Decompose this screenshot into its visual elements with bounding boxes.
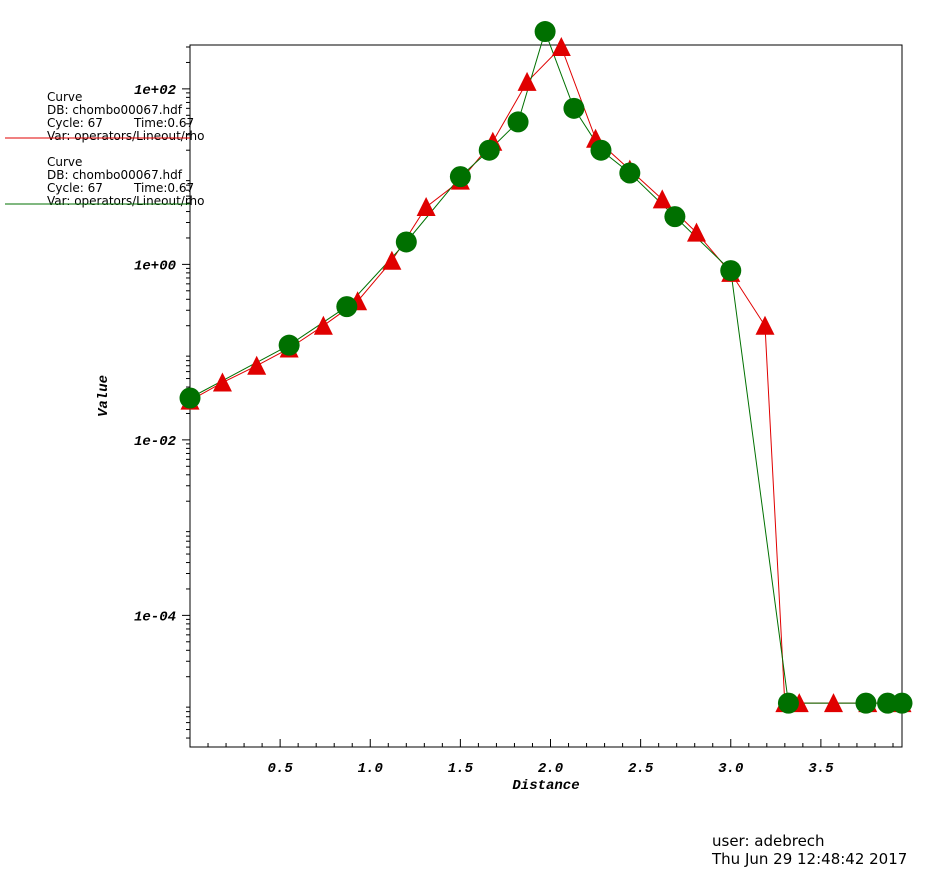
circle-marker (336, 296, 358, 318)
legend-green-line4: Time:0.67 (133, 181, 194, 195)
y-tick-label: 1e-02 (134, 434, 177, 450)
circle-marker (720, 260, 742, 282)
series-line-1 (189, 30, 902, 704)
triangle-marker (755, 315, 775, 335)
circle-marker (278, 334, 300, 356)
legend-red-line4: Time:0.67 (133, 116, 194, 130)
circle-marker (855, 692, 877, 714)
series-markers (179, 21, 913, 714)
triangle-marker (247, 355, 267, 375)
y-tick-label: 1e-04 (134, 609, 176, 625)
circle-marker (449, 166, 471, 188)
y-axis-title: Value (96, 375, 112, 417)
triangle-marker (382, 250, 402, 270)
circle-marker (478, 139, 500, 161)
circle-marker (777, 692, 799, 714)
triangle-marker (416, 197, 436, 217)
x-tick-label: 3.5 (808, 761, 834, 777)
triangle-marker (313, 315, 333, 335)
legend-red-line1: Curve (47, 90, 82, 104)
legend-entry-green: Curve DB: chombo00067.hdf Cycle: 67 Time… (5, 155, 205, 208)
legend-red-line3: Cycle: 67 (47, 116, 103, 130)
triangle-marker (687, 222, 707, 242)
legend-green-line5: Var: operators/Lineout/rho (47, 194, 205, 208)
y-major-ticks: 1e+02 1e+00 1e-02 1e-04 (134, 83, 190, 625)
x-tick-label: 3.0 (718, 761, 743, 777)
x-tick-label: 1.0 (358, 761, 383, 777)
footer-user: user: adebrech (712, 832, 825, 850)
circle-marker (507, 111, 529, 133)
triangle-marker (652, 189, 672, 209)
series-lines (189, 30, 902, 704)
circle-marker (179, 387, 201, 409)
x-tick-label: 1.5 (448, 761, 474, 777)
legend-green-line1: Curve (47, 155, 82, 169)
legend-green-line3: Cycle: 67 (47, 181, 103, 195)
circle-marker (664, 206, 686, 228)
plot-frame (189, 44, 903, 748)
circle-marker (891, 692, 913, 714)
y-tick-label: 1e+02 (134, 83, 177, 99)
legend-green-line2: DB: chombo00067.hdf (47, 168, 183, 182)
triangle-marker (824, 693, 844, 713)
circle-marker (619, 162, 641, 184)
triangle-marker (517, 71, 537, 91)
footer-date: Thu Jun 29 12:48:42 2017 (711, 850, 907, 868)
circle-marker (395, 231, 417, 253)
series-line-0 (189, 46, 902, 704)
x-ticks: 0.5 1.0 1.5 2.0 2.5 3.0 3.5 (207, 739, 894, 777)
circle-marker (877, 692, 899, 714)
y-tick-label: 1e+00 (134, 258, 176, 274)
x-tick-label: 2.0 (538, 761, 563, 777)
circle-marker (590, 139, 612, 161)
legend-red-line5: Var: operators/Lineout/rho (47, 129, 205, 143)
x-tick-label: 0.5 (268, 761, 294, 777)
y-minor-ticks (186, 46, 190, 739)
legend-red-line2: DB: chombo00067.hdf (47, 103, 183, 117)
triangle-marker (212, 372, 232, 392)
legend-entry-red: Curve DB: chombo00067.hdf Cycle: 67 Time… (5, 90, 205, 143)
circle-marker (534, 21, 556, 43)
x-axis-title: Distance (512, 778, 579, 794)
circle-marker (563, 97, 585, 119)
x-tick-label: 2.5 (628, 761, 654, 777)
triangle-marker (551, 37, 571, 57)
